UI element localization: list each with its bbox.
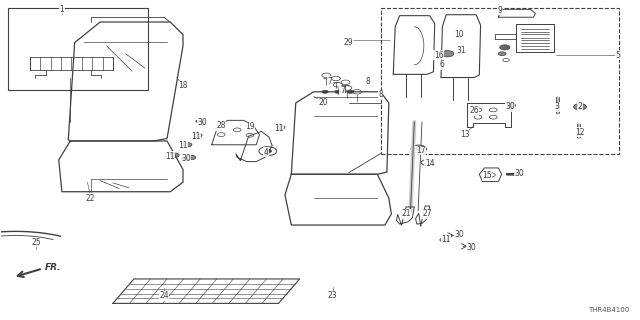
Circle shape — [276, 125, 285, 130]
Text: 31: 31 — [457, 46, 467, 55]
Text: 4: 4 — [264, 148, 268, 156]
Text: 24: 24 — [159, 291, 169, 300]
Circle shape — [499, 52, 506, 56]
Circle shape — [348, 90, 354, 93]
Circle shape — [170, 153, 179, 157]
Text: 29: 29 — [344, 38, 353, 47]
Circle shape — [183, 142, 192, 147]
Text: 7: 7 — [327, 77, 332, 86]
Text: 8: 8 — [365, 77, 370, 86]
Text: 30: 30 — [454, 230, 464, 239]
Text: FR.: FR. — [45, 263, 61, 272]
Text: 30: 30 — [514, 169, 524, 178]
Text: 11: 11 — [191, 132, 200, 141]
Text: 9: 9 — [497, 6, 502, 15]
Circle shape — [441, 51, 454, 57]
Text: 20: 20 — [318, 99, 328, 108]
Text: 1: 1 — [60, 5, 64, 14]
Text: 10: 10 — [454, 30, 464, 39]
Text: 21: 21 — [401, 209, 411, 219]
Text: 23: 23 — [328, 291, 337, 300]
Text: 17: 17 — [416, 146, 426, 155]
Text: 13: 13 — [460, 130, 470, 139]
Circle shape — [507, 103, 516, 108]
Circle shape — [335, 90, 341, 93]
FancyArrow shape — [507, 173, 517, 175]
Text: 11: 11 — [274, 124, 284, 133]
Circle shape — [500, 45, 510, 50]
Text: 16: 16 — [434, 51, 444, 60]
Circle shape — [573, 104, 586, 110]
Text: 1: 1 — [60, 4, 64, 13]
Circle shape — [193, 133, 202, 138]
Text: 11: 11 — [166, 152, 175, 161]
Text: 30: 30 — [467, 243, 477, 252]
FancyArrow shape — [182, 157, 191, 159]
Text: 11: 11 — [179, 141, 188, 150]
Text: 19: 19 — [245, 122, 255, 131]
Circle shape — [322, 90, 328, 93]
Text: 15: 15 — [482, 172, 492, 180]
Text: 30: 30 — [181, 154, 191, 163]
Bar — [381, 8, 620, 154]
Text: 27: 27 — [422, 209, 432, 219]
Text: 5: 5 — [615, 51, 620, 60]
Text: 14: 14 — [425, 159, 435, 168]
Text: 12: 12 — [575, 128, 585, 137]
FancyArrow shape — [196, 120, 205, 122]
Text: 30: 30 — [197, 118, 207, 127]
Circle shape — [440, 238, 449, 242]
Bar — [8, 8, 148, 90]
Text: 3: 3 — [555, 102, 559, 111]
Text: 26: 26 — [469, 106, 479, 115]
Text: 2: 2 — [578, 102, 582, 111]
Text: THR4B4100: THR4B4100 — [588, 307, 629, 313]
Circle shape — [187, 155, 196, 160]
Text: 8: 8 — [378, 91, 383, 100]
Text: 7: 7 — [340, 86, 345, 95]
Circle shape — [415, 147, 422, 150]
Text: 11: 11 — [442, 236, 451, 244]
Text: 25: 25 — [31, 238, 41, 247]
Text: 18: 18 — [179, 81, 188, 90]
Text: 6: 6 — [440, 60, 445, 69]
Text: 28: 28 — [216, 121, 226, 130]
Circle shape — [264, 149, 271, 153]
Text: 30: 30 — [505, 102, 515, 111]
Text: 22: 22 — [86, 194, 95, 203]
